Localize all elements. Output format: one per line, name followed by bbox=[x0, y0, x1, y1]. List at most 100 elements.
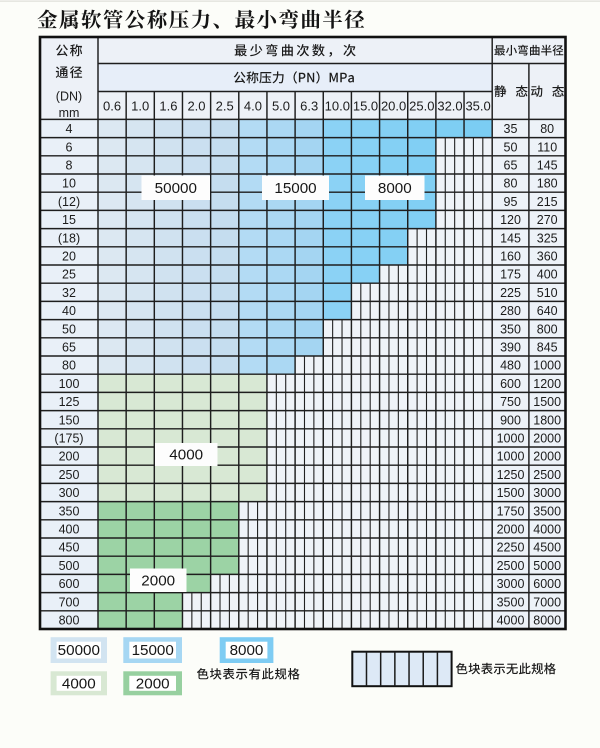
svg-text:4500: 4500 bbox=[533, 541, 561, 555]
svg-text:110: 110 bbox=[537, 140, 557, 154]
svg-text:20.0: 20.0 bbox=[381, 98, 406, 113]
svg-text:3500: 3500 bbox=[533, 504, 561, 518]
svg-text:7000: 7000 bbox=[533, 595, 561, 609]
svg-text:270: 270 bbox=[537, 213, 558, 227]
svg-text:2500: 2500 bbox=[497, 559, 525, 573]
svg-text:2000: 2000 bbox=[533, 450, 561, 464]
svg-text:800: 800 bbox=[537, 322, 558, 336]
svg-text:20: 20 bbox=[62, 250, 76, 264]
svg-text:8000: 8000 bbox=[378, 180, 412, 197]
svg-text:10: 10 bbox=[62, 177, 76, 191]
svg-text:4000: 4000 bbox=[62, 675, 96, 692]
svg-text:600: 600 bbox=[59, 577, 80, 591]
svg-text:35.0: 35.0 bbox=[465, 98, 490, 113]
svg-text:350: 350 bbox=[59, 504, 80, 518]
svg-text:4000: 4000 bbox=[533, 523, 561, 537]
svg-text:5000: 5000 bbox=[533, 559, 561, 573]
svg-text:1750: 1750 bbox=[497, 504, 525, 518]
svg-text:900: 900 bbox=[500, 413, 521, 427]
svg-text:1.0: 1.0 bbox=[131, 98, 149, 113]
svg-text:8000: 8000 bbox=[230, 642, 264, 659]
svg-text:145: 145 bbox=[537, 159, 558, 173]
svg-text:8: 8 bbox=[66, 159, 73, 173]
svg-text:4.0: 4.0 bbox=[244, 98, 262, 113]
svg-text:120: 120 bbox=[500, 213, 521, 227]
svg-text:500: 500 bbox=[59, 559, 80, 573]
svg-text:65: 65 bbox=[62, 341, 76, 355]
svg-text:2000: 2000 bbox=[497, 523, 525, 537]
svg-text:mm: mm bbox=[59, 106, 80, 120]
svg-text:6.3: 6.3 bbox=[300, 98, 318, 113]
svg-text:10.0: 10.0 bbox=[325, 98, 350, 113]
svg-text:50: 50 bbox=[62, 322, 76, 336]
svg-text:1000: 1000 bbox=[497, 450, 525, 464]
svg-text:480: 480 bbox=[500, 359, 521, 373]
svg-text:50000: 50000 bbox=[58, 642, 100, 659]
svg-text:100: 100 bbox=[59, 377, 80, 391]
svg-text:35: 35 bbox=[504, 122, 518, 136]
svg-text:(12): (12) bbox=[58, 195, 80, 209]
svg-text:700: 700 bbox=[59, 595, 80, 609]
svg-text:175: 175 bbox=[500, 268, 521, 282]
svg-text:4000: 4000 bbox=[497, 614, 525, 628]
svg-text:3000: 3000 bbox=[497, 577, 525, 591]
svg-text:(18): (18) bbox=[58, 231, 80, 245]
svg-text:360: 360 bbox=[537, 250, 558, 264]
svg-text:80: 80 bbox=[540, 122, 554, 136]
svg-text:80: 80 bbox=[62, 359, 76, 373]
svg-text:2250: 2250 bbox=[497, 541, 525, 555]
svg-text:600: 600 bbox=[500, 377, 521, 391]
svg-text:(DN): (DN) bbox=[56, 89, 82, 103]
svg-text:450: 450 bbox=[59, 541, 80, 555]
svg-text:150: 150 bbox=[59, 413, 80, 427]
svg-text:3000: 3000 bbox=[533, 486, 561, 500]
svg-text:2.0: 2.0 bbox=[187, 98, 205, 113]
svg-text:32: 32 bbox=[62, 286, 76, 300]
svg-text:15000: 15000 bbox=[274, 180, 316, 197]
svg-text:40: 40 bbox=[62, 304, 76, 318]
svg-text:750: 750 bbox=[500, 395, 521, 409]
svg-text:200: 200 bbox=[59, 450, 80, 464]
svg-text:1500: 1500 bbox=[533, 395, 561, 409]
svg-text:8000: 8000 bbox=[533, 614, 561, 628]
svg-text:32.0: 32.0 bbox=[437, 98, 462, 113]
svg-text:15: 15 bbox=[62, 213, 76, 227]
svg-text:15.0: 15.0 bbox=[353, 98, 378, 113]
svg-text:2000: 2000 bbox=[141, 573, 175, 590]
svg-text:225: 225 bbox=[500, 286, 521, 300]
svg-text:1500: 1500 bbox=[497, 486, 525, 500]
svg-text:6: 6 bbox=[66, 140, 73, 154]
svg-text:250: 250 bbox=[59, 468, 80, 482]
svg-text:325: 325 bbox=[537, 231, 558, 245]
svg-text:180: 180 bbox=[537, 177, 558, 191]
svg-text:2.5: 2.5 bbox=[216, 98, 234, 113]
svg-text:2500: 2500 bbox=[533, 468, 561, 482]
svg-text:1250: 1250 bbox=[497, 468, 525, 482]
svg-text:50000: 50000 bbox=[155, 180, 197, 197]
svg-text:25.0: 25.0 bbox=[409, 98, 434, 113]
svg-text:215: 215 bbox=[537, 195, 558, 209]
svg-text:390: 390 bbox=[500, 341, 521, 355]
svg-text:15000: 15000 bbox=[132, 642, 174, 659]
svg-text:6000: 6000 bbox=[533, 577, 561, 591]
svg-text:95: 95 bbox=[504, 195, 518, 209]
svg-text:300: 300 bbox=[59, 486, 80, 500]
svg-text:2000: 2000 bbox=[533, 432, 561, 446]
svg-text:0.6: 0.6 bbox=[103, 98, 121, 113]
svg-text:1000: 1000 bbox=[497, 432, 525, 446]
svg-text:350: 350 bbox=[500, 322, 521, 336]
svg-text:(175): (175) bbox=[54, 432, 83, 446]
svg-text:145: 145 bbox=[500, 231, 521, 245]
svg-text:510: 510 bbox=[537, 286, 558, 300]
svg-text:280: 280 bbox=[500, 304, 521, 318]
svg-text:1200: 1200 bbox=[533, 377, 561, 391]
svg-text:160: 160 bbox=[500, 250, 521, 264]
svg-text:400: 400 bbox=[59, 523, 80, 537]
svg-text:3500: 3500 bbox=[497, 595, 525, 609]
svg-text:2000: 2000 bbox=[136, 675, 170, 692]
svg-text:125: 125 bbox=[59, 395, 80, 409]
svg-text:845: 845 bbox=[537, 341, 558, 355]
svg-text:1800: 1800 bbox=[533, 413, 561, 427]
svg-text:4: 4 bbox=[66, 122, 73, 136]
svg-text:1.6: 1.6 bbox=[159, 98, 177, 113]
